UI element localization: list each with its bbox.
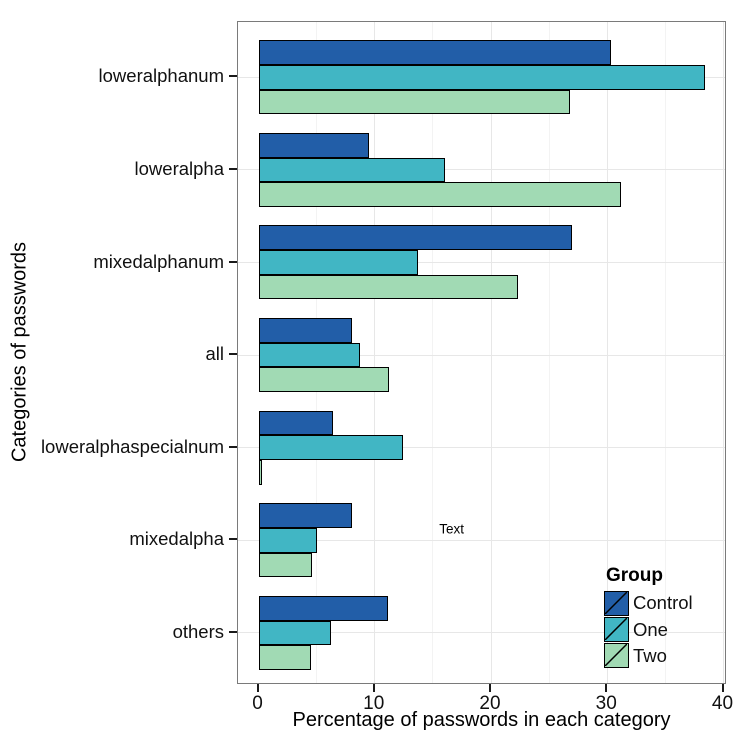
x-tick-label-20: 20 [479, 693, 501, 714]
plot-panel [237, 21, 726, 684]
bar-one-others [258, 620, 331, 646]
bar-control-mixedalpha [258, 503, 352, 528]
y-tick-loweralpha [229, 167, 237, 170]
gridline-minor-x-15 [432, 22, 434, 683]
bar-two-others [258, 645, 311, 670]
x-tick-label-40: 40 [711, 693, 734, 714]
bar-one-mixedalpha [258, 527, 317, 553]
legend-label-two: Two [633, 644, 667, 666]
bar-two-mixedalpha [258, 552, 312, 578]
legend-key-two-swatch [604, 643, 629, 669]
bar-two-loweralphanum [258, 89, 571, 115]
gridline-major-y-loweralpha [238, 169, 725, 171]
bar-control-loweralphanum [258, 40, 611, 65]
legend-title: Group [606, 565, 663, 586]
text-annotation: Text [439, 521, 465, 537]
bar-control-loweralphaspecialnum [258, 410, 333, 436]
gridline-major-y-mixedalphanum [238, 262, 725, 263]
y-tick-label-mixedalphanum: mixedalphanum [93, 250, 224, 272]
bar-control-loweralpha [258, 132, 369, 158]
y-tick-label-loweralphaspecialnum: loweralphaspecialnum [40, 435, 224, 457]
gridline-minor-x-25 [548, 22, 550, 683]
x-axis-title: Percentage of passwords in each category [292, 709, 671, 731]
gridline-major-x-10 [374, 22, 376, 683]
bar-two-loweralpha [258, 182, 622, 207]
y-tick-loweralphaspecialnum [229, 445, 237, 448]
y-tick-label-loweralphanum: loweralphanum [98, 65, 224, 87]
x-tick-label-0: 0 [252, 693, 263, 714]
bar-two-loweralphaspecialnum [258, 460, 262, 485]
x-tick-label-10: 10 [363, 693, 385, 714]
bar-one-all [258, 342, 360, 368]
gridline-major-y-loweralphaspecialnum [238, 447, 725, 449]
legend-label-one: One [633, 618, 668, 640]
legend-key-control-swatch [604, 590, 629, 616]
bar-control-all [258, 318, 352, 343]
y-tick-label-others: others [172, 620, 224, 642]
y-tick-others [229, 630, 237, 633]
y-tick-label-mixedalpha: mixedalpha [129, 528, 224, 550]
x-tick-label-30: 30 [595, 693, 617, 714]
bar-one-loweralphanum [258, 64, 705, 90]
gridline-major-x-30 [606, 22, 608, 683]
legend-label-control: Control [633, 592, 693, 614]
gridline-major-x-40 [723, 22, 724, 683]
bar-control-mixedalphanum [258, 225, 573, 251]
x-tick-0 [256, 684, 259, 692]
x-tick-30 [605, 684, 608, 692]
gridline-major-y-all [238, 354, 725, 356]
x-tick-20 [489, 684, 491, 692]
y-tick-label-loweralpha: loweralpha [134, 157, 224, 179]
bar-one-loweralphaspecialnum [258, 435, 403, 461]
gridline-minor-x-35 [664, 22, 666, 683]
legend-key-one-swatch [604, 617, 629, 643]
x-tick-40 [721, 684, 724, 692]
bar-one-mixedalphanum [258, 250, 418, 275]
gridline-major-x-20 [490, 22, 492, 683]
y-tick-all [229, 353, 237, 356]
legend-entry-control: Control [604, 590, 693, 616]
legend: Group Control One Two [604, 565, 693, 669]
y-tick-mixedalphanum [229, 260, 237, 263]
bar-one-loweralpha [258, 157, 445, 183]
gridline-major-y-mixedalpha [238, 539, 725, 541]
gridline-major-y-others [238, 632, 725, 634]
legend-entry-two: Two [604, 643, 693, 669]
y-tick-loweralphanum [229, 75, 237, 78]
y-tick-mixedalpha [229, 538, 237, 541]
legend-entry-one: One [604, 616, 693, 643]
bar-control-others [258, 595, 388, 621]
bar-two-mixedalphanum [258, 274, 518, 300]
x-tick-10 [372, 684, 375, 692]
y-tick-label-all: all [205, 343, 224, 365]
bar-two-all [258, 367, 389, 393]
